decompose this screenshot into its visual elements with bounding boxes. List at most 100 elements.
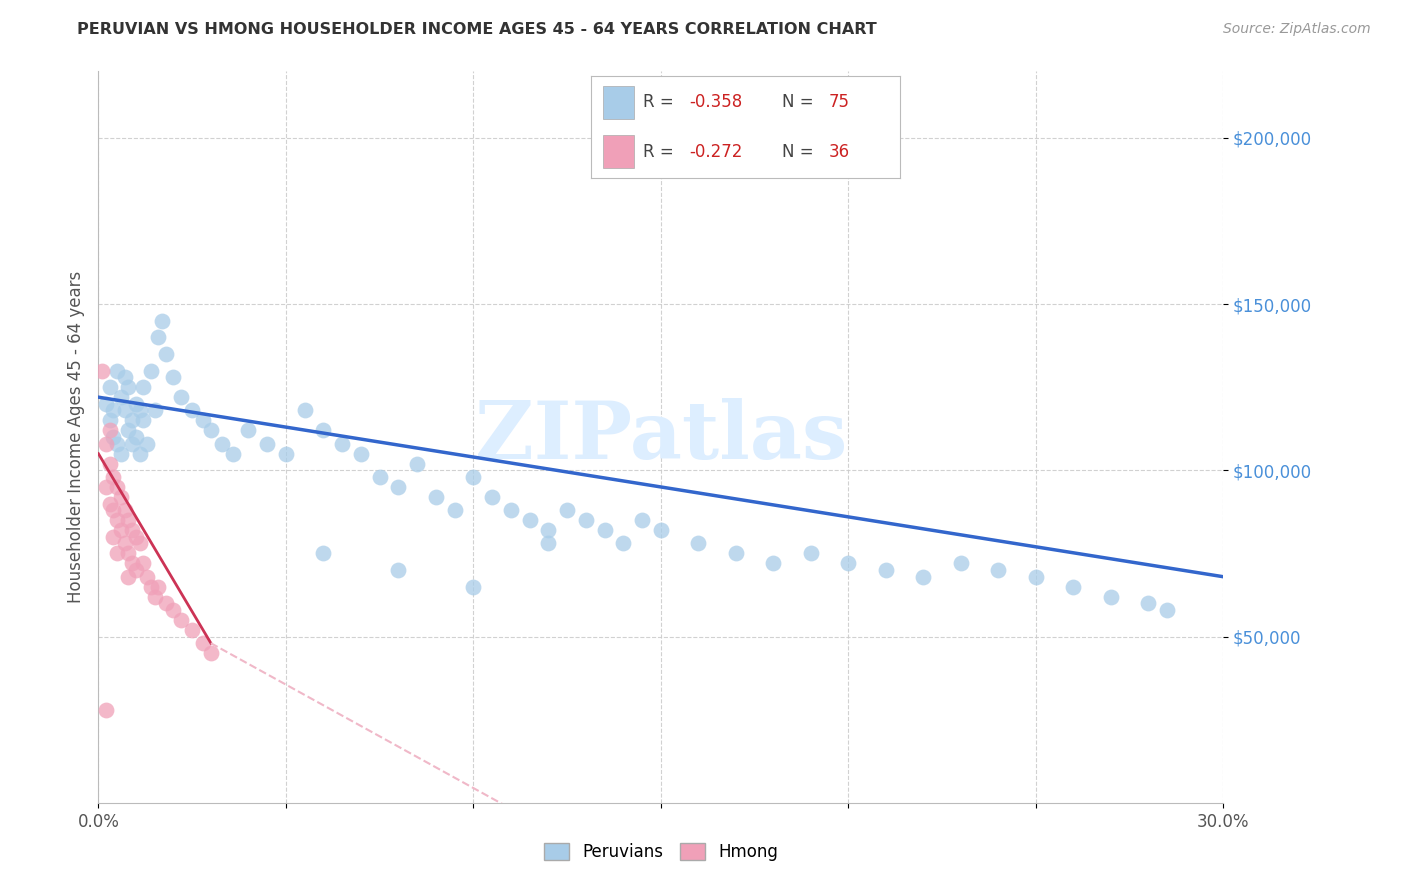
Point — [132, 413, 155, 427]
Point — [125, 430, 148, 444]
Point — [155, 347, 177, 361]
Point — [125, 397, 148, 411]
Point — [98, 413, 121, 427]
Point — [155, 596, 177, 610]
Point — [238, 424, 260, 438]
Point — [181, 623, 204, 637]
Point — [1137, 596, 1160, 610]
Text: PERUVIAN VS HMONG HOUSEHOLDER INCOME AGES 45 - 64 YEARS CORRELATION CHART: PERUVIAN VS HMONG HOUSEHOLDER INCOME AGE… — [77, 22, 877, 37]
Point — [387, 480, 409, 494]
Text: R =: R = — [643, 94, 679, 112]
Point — [274, 447, 297, 461]
Point — [103, 430, 125, 444]
Point — [110, 447, 132, 461]
Point — [143, 590, 166, 604]
Bar — [603, 87, 634, 119]
Point — [312, 546, 335, 560]
Point — [98, 380, 121, 394]
Point — [837, 557, 859, 571]
Point — [114, 536, 136, 550]
Point — [1099, 590, 1122, 604]
Point — [121, 557, 143, 571]
Point — [105, 436, 128, 450]
Point — [181, 403, 204, 417]
Point — [987, 563, 1010, 577]
Point — [91, 363, 114, 377]
Point — [800, 546, 823, 560]
Text: 36: 36 — [828, 143, 849, 161]
Point — [1025, 570, 1047, 584]
Text: R =: R = — [643, 143, 679, 161]
Point — [139, 363, 162, 377]
Point — [912, 570, 935, 584]
Text: N =: N = — [782, 94, 820, 112]
Point — [256, 436, 278, 450]
Point — [105, 513, 128, 527]
Point — [110, 490, 132, 504]
Text: 75: 75 — [828, 94, 849, 112]
Point — [170, 390, 193, 404]
Point — [128, 403, 150, 417]
Point — [294, 403, 316, 417]
Point — [170, 613, 193, 627]
Point — [350, 447, 373, 461]
Point — [425, 490, 447, 504]
Point — [312, 424, 335, 438]
Point — [193, 413, 215, 427]
Point — [94, 397, 117, 411]
Point — [98, 457, 121, 471]
Point — [481, 490, 503, 504]
Point — [148, 580, 170, 594]
Point — [330, 436, 353, 450]
Point — [121, 413, 143, 427]
Point — [98, 424, 121, 438]
Point — [128, 447, 150, 461]
Point — [575, 513, 598, 527]
Point — [105, 546, 128, 560]
Point — [875, 563, 897, 577]
Point — [688, 536, 710, 550]
Point — [200, 646, 222, 660]
Point — [1156, 603, 1178, 617]
Point — [117, 570, 139, 584]
Point — [125, 530, 148, 544]
Point — [117, 380, 139, 394]
Point — [136, 436, 159, 450]
Point — [103, 530, 125, 544]
Text: ZIPatlas: ZIPatlas — [475, 398, 846, 476]
Point — [200, 424, 222, 438]
Point — [117, 513, 139, 527]
Point — [162, 370, 184, 384]
Legend: Peruvians, Hmong: Peruvians, Hmong — [537, 836, 785, 868]
Point — [193, 636, 215, 650]
Point — [612, 536, 634, 550]
Point — [463, 580, 485, 594]
Point — [724, 546, 747, 560]
Bar — [603, 136, 634, 168]
Point — [406, 457, 429, 471]
Point — [114, 370, 136, 384]
Text: N =: N = — [782, 143, 820, 161]
Point — [519, 513, 541, 527]
Point — [105, 363, 128, 377]
Text: -0.272: -0.272 — [689, 143, 742, 161]
Point — [949, 557, 972, 571]
Point — [105, 480, 128, 494]
Point — [222, 447, 245, 461]
Point — [117, 546, 139, 560]
Point — [117, 424, 139, 438]
Point — [463, 470, 485, 484]
Point — [132, 380, 155, 394]
Point — [132, 557, 155, 571]
Point — [114, 403, 136, 417]
Point — [110, 390, 132, 404]
Point — [555, 503, 578, 517]
Point — [537, 523, 560, 537]
Point — [103, 503, 125, 517]
Point — [499, 503, 522, 517]
Point — [368, 470, 391, 484]
Point — [125, 563, 148, 577]
Point — [94, 436, 117, 450]
Point — [148, 330, 170, 344]
Point — [762, 557, 785, 571]
